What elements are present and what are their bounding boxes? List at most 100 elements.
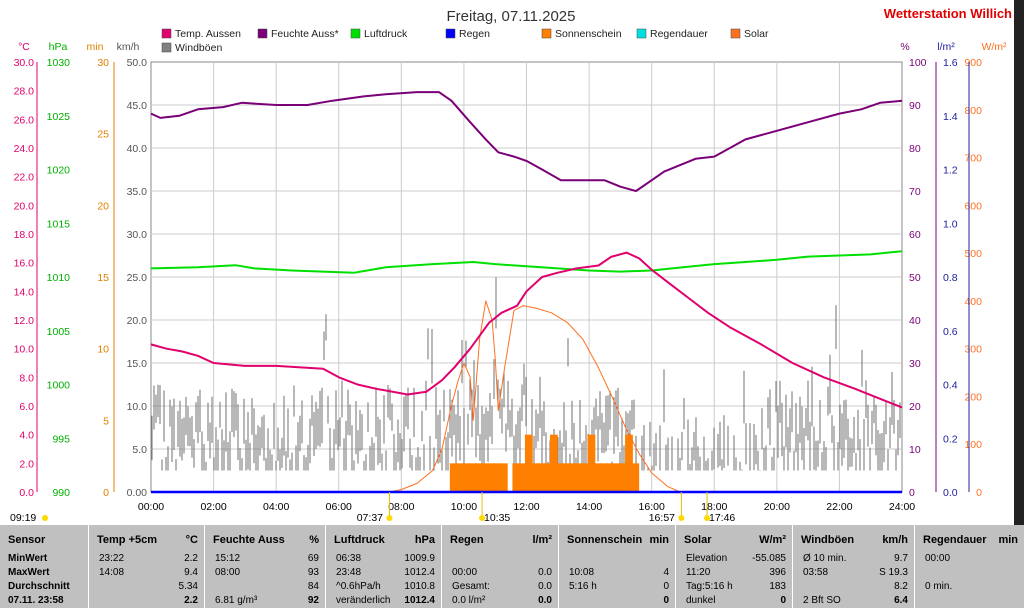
series-windboeen	[151, 277, 901, 471]
axis-tick-rain: 0.2	[943, 433, 958, 445]
stats-column: Sonnenschein min 10:08 4 5:16 h 0 0	[559, 525, 676, 608]
axis-tick-hum: 60	[909, 229, 921, 241]
stats-cell-label: 08:00	[215, 567, 241, 578]
sunshine-bar	[600, 463, 608, 492]
stats-cell-label: 00:00	[925, 553, 951, 564]
stats-cell-label: Tag:5:16 h	[686, 581, 733, 592]
axis-tick-solar: 700	[964, 153, 982, 165]
axis-tick-temp: 8.0	[19, 372, 34, 384]
axis-tick-temp: 16.0	[14, 258, 35, 270]
stats-cell-label: 06:38	[336, 553, 362, 564]
axis-tick-press: 1020	[47, 165, 71, 177]
stats-cell-label: 5:16 h	[569, 581, 597, 592]
sunshine-bar	[524, 434, 533, 492]
legend-swatch	[541, 28, 552, 39]
axis-tick-hum: 90	[909, 100, 921, 112]
marker-sunrise-icon	[386, 515, 393, 521]
axis-tick-solar: 600	[964, 200, 982, 212]
stats-unit: min	[649, 534, 669, 546]
stats-cell-label: 23:22	[99, 553, 125, 564]
legend-swatch	[350, 28, 361, 39]
stats-header: Regen	[450, 534, 484, 546]
legend-swatch	[730, 28, 741, 39]
axis-tick-x: 22:00	[826, 501, 852, 513]
stats-cell-value: 2.2	[184, 595, 198, 606]
stats-row-label: MinWert	[8, 553, 48, 564]
stats-header: Sonnenschein	[567, 534, 643, 546]
axis-tick-x: 16:00	[639, 501, 665, 513]
axis-tick-rain: 1.6	[943, 57, 958, 69]
axis-tick-wind: 45.0	[127, 100, 148, 112]
station-name: Wetterstation Willich	[884, 6, 1012, 21]
stats-column: Sensor MinWert MaxWert Durchschnitt 07.11. 2…	[0, 525, 89, 608]
axis-tick-rain: 0.8	[943, 272, 958, 284]
series-sonnenschein	[449, 434, 640, 492]
stats-column: Regendauer min 00:00 0 min.	[915, 525, 1024, 608]
stats-header: Windböen	[801, 534, 855, 546]
sunshine-bar	[543, 463, 552, 492]
axis-tick-press: 1015	[47, 218, 71, 230]
stats-cell-value: 1009.9	[404, 553, 435, 564]
stats-cell-label: 23:48	[336, 567, 362, 578]
legend-label: Feuchte Auss*	[271, 28, 339, 40]
right-scrollbar[interactable]	[1014, 0, 1024, 525]
stats-cell-value: 0.0	[538, 567, 552, 578]
stats-cell-label: 14:08	[99, 567, 125, 578]
stats-header: Feuchte Auss	[213, 534, 285, 546]
axes: 0.0 2.0 4.0 6.0 8.0 10.0 12.0 14.0 16.0 18.0 20.0 2…	[14, 41, 1007, 513]
legend-swatch	[161, 42, 172, 53]
axis-tick-hum: 50	[909, 272, 921, 284]
axis-unit-press: hPa	[49, 41, 68, 53]
stats-cell-value: 183	[769, 581, 786, 592]
stats-cell-label: 00:00	[452, 567, 478, 578]
axis-tick-x: 14:00	[576, 501, 602, 513]
sunshine-bar	[612, 463, 621, 492]
sunshine-bar	[618, 463, 627, 492]
marker-left-time: 09:19	[10, 512, 36, 524]
axis-tick-sun: 0	[103, 487, 109, 499]
axis-tick-rain: 1.4	[943, 111, 958, 123]
axis-tick-solar: 200	[964, 391, 982, 403]
stats-unit: l/m²	[532, 534, 552, 546]
stats-cell-value: 0	[663, 581, 669, 592]
axis-tick-x: 06:00	[326, 501, 352, 513]
axis-tick-x: 00:00	[138, 501, 164, 513]
axis-tick-temp: 6.0	[19, 401, 34, 413]
axis-tick-temp: 10.0	[14, 344, 35, 356]
sunshine-bar	[587, 434, 596, 492]
stats-cell-value: 69	[307, 553, 319, 564]
axis-tick-sun: 5	[103, 415, 109, 427]
stats-cell-value: 84	[307, 581, 319, 592]
sunshine-bar	[606, 463, 615, 492]
axis-tick-rain: 0.0	[943, 487, 958, 499]
axis-unit-hum: %	[900, 41, 909, 53]
axis-tick-rain: 0.6	[943, 326, 958, 338]
sunshine-bar	[631, 463, 640, 492]
chart-title: Freitag, 07.11.2025	[447, 8, 576, 25]
axis-tick-press: 995	[52, 433, 70, 445]
stats-row-label: 07.11. 23:58	[8, 595, 64, 606]
axis-tick-sun: 20	[97, 200, 109, 212]
axis-tick-temp: 22.0	[14, 172, 35, 184]
stats-cell-label: ^0.6hPa/h	[336, 581, 381, 592]
stats-header: Luftdruck	[334, 534, 385, 546]
axis-tick-x: 08:00	[388, 501, 414, 513]
axis-tick-press: 1005	[47, 326, 71, 338]
sunshine-bar	[462, 463, 471, 492]
sun-icon	[42, 515, 48, 521]
marker-sunset-icon	[678, 515, 685, 521]
axis-tick-hum: 40	[909, 315, 921, 327]
stats-cell-value: 6.4	[894, 595, 908, 606]
axis-tick-temp: 30.0	[14, 57, 35, 69]
axis-tick-sun: 10	[97, 344, 109, 356]
axis-tick-wind: 50.0	[127, 57, 148, 69]
stats-cell-value: 0.0	[538, 595, 552, 606]
axis-tick-sun: 25	[97, 129, 109, 141]
sunshine-bar	[512, 463, 521, 492]
sunshine-bar	[562, 463, 571, 492]
sunshine-bar	[581, 463, 590, 492]
stats-cell-value: 5.34	[178, 581, 198, 592]
stats-cell-label: 0 min.	[925, 581, 953, 592]
axis-tick-temp: 26.0	[14, 114, 35, 126]
legend-swatch	[636, 28, 647, 39]
